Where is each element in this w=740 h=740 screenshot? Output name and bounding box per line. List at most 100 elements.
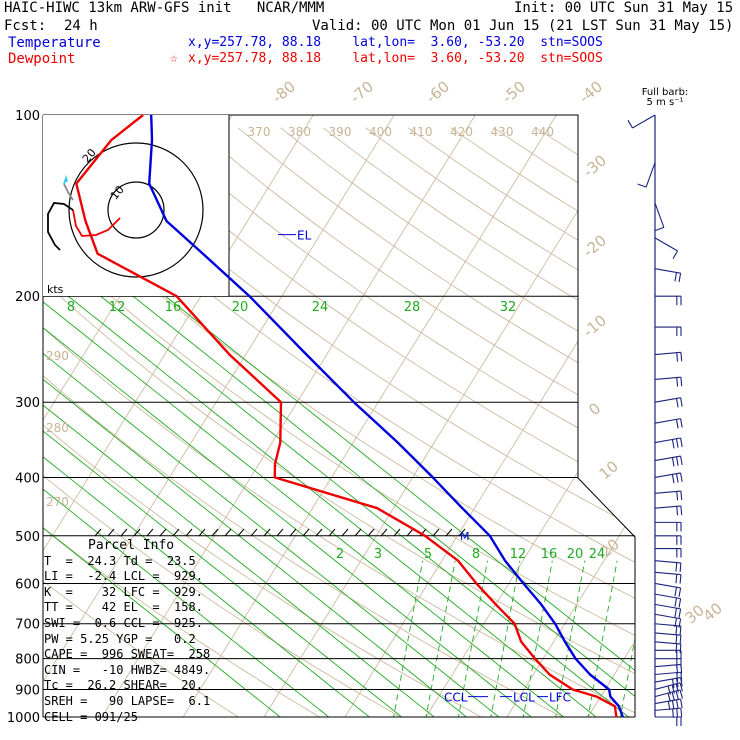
isotherm-line — [344, 115, 635, 717]
mixing-ratio-line — [617, 560, 635, 717]
wind-barb-flag — [674, 597, 678, 607]
hatch-mark — [315, 528, 323, 537]
isotherm-label: -20 — [580, 231, 610, 261]
parcel-info-row: CIN = -10 HWBZ= 4849. — [44, 662, 211, 677]
dry-adiabat-line — [493, 127, 635, 717]
pressure-label: 800 — [15, 653, 40, 668]
wind-barb-flag — [671, 691, 675, 701]
dry-adiabat-line — [195, 127, 635, 717]
parcel-info-row: CAPE = 996 SWEAT= 258 — [44, 647, 211, 662]
forecast-label: Fcst: — [4, 18, 47, 34]
wind-barb-flag — [679, 644, 682, 654]
parcel-info-panel: Parcel Info T = 24.3 Td = 23.5 LI = -2.4 … — [44, 538, 234, 728]
moist-adiabat-line — [43, 289, 418, 717]
isotherm-label: -50 — [499, 77, 529, 107]
theta-label: 390 — [329, 125, 352, 139]
isotherm-label: -70 — [347, 77, 377, 107]
wind-barb-flag — [672, 708, 674, 718]
hatch-mark — [185, 528, 193, 537]
wind-barb-flag — [678, 618, 682, 628]
wind-barb-flag — [675, 562, 678, 572]
ccl-label: CCL — [444, 691, 468, 705]
wind-barb — [632, 114, 656, 129]
wind-barb-flag — [680, 352, 683, 362]
moist-adiabat-line — [43, 289, 483, 717]
wind-barb-flag — [671, 439, 675, 449]
hatch-mark — [120, 528, 128, 537]
dry-adiabat-line — [43, 127, 635, 717]
pressure-label: 400 — [15, 471, 40, 486]
hodograph-background — [43, 115, 229, 296]
lcl-label: LCL — [513, 691, 535, 705]
wind-barb — [654, 397, 681, 403]
wind-barb-flag — [680, 677, 683, 687]
parcel-info-row: K = 32 LFC = 929. — [44, 584, 203, 599]
dry-adiabat-line — [43, 127, 260, 717]
wind-barb-flag — [676, 672, 679, 682]
wind-barb-flag — [672, 250, 678, 259]
isotherm-label: -40 — [576, 77, 606, 107]
dewpoint-profile — [75, 114, 618, 718]
wind-barb-flag — [680, 708, 683, 718]
dry-adiabat-line — [110, 127, 635, 717]
init-time: Init: 00 UTC Sun 31 May 15 — [514, 0, 734, 16]
moist-adiabat-line — [43, 289, 548, 717]
wind-barb-flag — [674, 617, 678, 627]
hodograph-low-trace — [72, 209, 121, 237]
wind-barb-flag — [680, 490, 683, 501]
wind-barb — [654, 677, 681, 683]
pressure-label: 600 — [15, 577, 40, 592]
hatch-mark — [458, 528, 466, 537]
wind-barb-flag — [671, 684, 675, 694]
hatch-mark — [367, 528, 375, 537]
hatch-mark — [250, 528, 258, 537]
parcel-info-row: PW = 5.25 YGP = 0.2 — [44, 631, 196, 646]
parcel-info-row: CELL = 091/25 — [44, 709, 138, 724]
wind-barb-flag — [676, 352, 679, 362]
wind-barb-flag — [655, 226, 665, 231]
wind-barb — [654, 682, 681, 690]
hodograph-ring — [107, 181, 165, 239]
wind-barb — [654, 437, 681, 444]
wind-barb-flag — [674, 587, 678, 597]
dry-adiabat-line — [407, 127, 635, 717]
wind-barb-flag — [676, 377, 679, 387]
mixing-ratio-label: 8 — [472, 547, 480, 562]
wind-barb — [654, 472, 681, 478]
hatch-mark — [302, 528, 310, 537]
wind-barb — [645, 162, 656, 188]
mixing-ratio-label: 28 — [404, 300, 421, 315]
pressure-label: 500 — [15, 530, 40, 545]
moist-adiabat-line — [156, 289, 635, 717]
valid-time: Valid: 00 UTC Mon 01 Jun 15 (21 LST Sun … — [312, 18, 734, 34]
moist-adiabat-line — [43, 289, 297, 717]
wind-barb-flag — [627, 119, 633, 129]
mixing-ratio-label: 16 — [541, 547, 558, 562]
parcel-info-title: Parcel Info — [88, 538, 175, 553]
wind-barb — [654, 490, 681, 494]
pressure-label: 100 — [15, 109, 40, 124]
barb-legend-title: Full barb: — [642, 87, 689, 98]
isotherm-label: -60 — [423, 77, 453, 107]
theta-side-label: 270 — [46, 495, 69, 509]
dry-adiabat-line — [152, 127, 635, 717]
wind-barb-flag — [675, 574, 678, 584]
isotherm-line — [263, 115, 635, 717]
wind-barb — [654, 689, 681, 698]
hatch-mark — [341, 528, 349, 537]
wind-barb-flag — [680, 455, 683, 466]
wind-barb — [654, 376, 681, 381]
wind-barb-flag — [675, 699, 679, 709]
mixing-ratio-label: 24 — [312, 300, 329, 315]
theta-label: 420 — [450, 125, 473, 139]
wind-barb — [654, 632, 681, 636]
hodograph-unit: kts — [47, 283, 64, 296]
mixing-ratio-label: 12 — [109, 300, 126, 315]
parcel-info-row: T = 24.3 Td = 23.5 — [44, 553, 196, 568]
mixing-ratio-label: 20 — [567, 547, 584, 562]
theta-label: 370 — [248, 125, 271, 139]
isotherm-line — [587, 115, 635, 717]
freezing-marker: M — [460, 530, 470, 543]
hatch-mark — [354, 528, 362, 537]
